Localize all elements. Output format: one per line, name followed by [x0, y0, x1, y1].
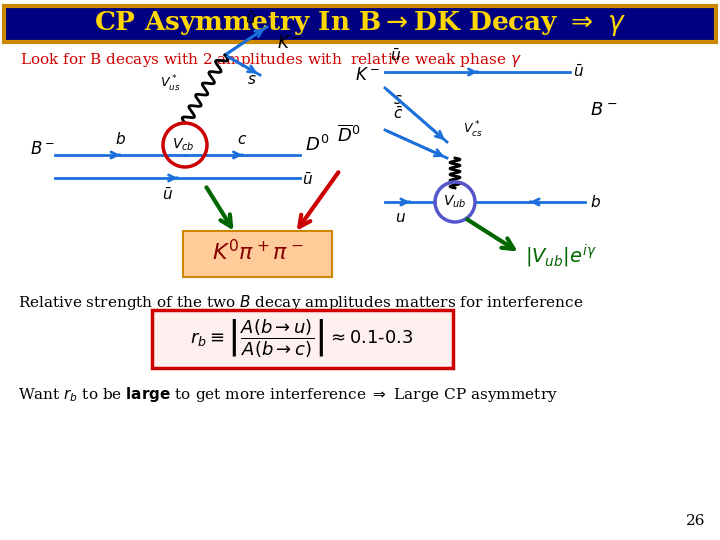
Text: $\bar{u}$: $\bar{u}$ [162, 187, 173, 203]
FancyBboxPatch shape [152, 310, 453, 368]
Text: $D^0$: $D^0$ [305, 135, 329, 155]
FancyBboxPatch shape [183, 231, 332, 277]
Text: $V^*_{us}$: $V^*_{us}$ [160, 74, 180, 94]
Text: $B^-$: $B^-$ [590, 101, 617, 119]
Text: $K^0\pi^+\pi^-$: $K^0\pi^+\pi^-$ [212, 240, 304, 266]
Text: $c$: $c$ [238, 133, 248, 147]
Text: $\bar{u}$: $\bar{u}$ [302, 172, 313, 188]
Text: $s$: $s$ [393, 93, 402, 107]
Text: 26: 26 [685, 514, 705, 528]
Text: $V_{cb}$: $V_{cb}$ [172, 137, 194, 153]
Text: Relative strength of the two $B$ decay amplitudes matters for interference: Relative strength of the two $B$ decay a… [18, 294, 583, 313]
Text: $r_b \equiv \left|\dfrac{A(b \to u)}{A(b \to c)}\right| \approx 0.1\text{-}0.3$: $r_b \equiv \left|\dfrac{A(b \to u)}{A(b… [190, 317, 414, 359]
Text: $b$: $b$ [114, 131, 125, 147]
FancyBboxPatch shape [4, 6, 716, 42]
Text: $K^-$: $K^-$ [355, 66, 380, 84]
Text: $B^-$: $B^-$ [30, 141, 55, 159]
Text: $\bar{u}$: $\bar{u}$ [573, 64, 584, 80]
Text: $\bar{u}$: $\bar{u}$ [390, 48, 401, 64]
Text: $V_{ub}$: $V_{ub}$ [444, 194, 467, 210]
Text: $K^-$: $K^-$ [277, 35, 302, 51]
Text: $\bar{c}$: $\bar{c}$ [393, 106, 403, 122]
Text: $|V_{ub}|e^{i\gamma}$: $|V_{ub}|e^{i\gamma}$ [525, 242, 597, 269]
Text: $V^*_{cs}$: $V^*_{cs}$ [463, 120, 482, 140]
Text: $s$: $s$ [247, 73, 256, 87]
Text: CP Asymmetry In B$\rightarrow$DK Decay $\Rightarrow$ $\gamma$: CP Asymmetry In B$\rightarrow$DK Decay $… [94, 10, 626, 38]
Text: $\bar{u}$: $\bar{u}$ [245, 11, 256, 27]
Text: $b$: $b$ [590, 194, 601, 210]
Text: $u$: $u$ [395, 211, 405, 225]
Text: Look for B decays with 2 amplitudes with  relative weak phase $\gamma$: Look for B decays with 2 amplitudes with… [20, 51, 522, 69]
Text: Want $\mathit{r_b}$ to be $\mathbf{large}$ to get more interference $\Rightarrow: Want $\mathit{r_b}$ to be $\mathbf{large… [18, 386, 558, 404]
Text: $\overline{D}^0$: $\overline{D}^0$ [337, 125, 360, 145]
